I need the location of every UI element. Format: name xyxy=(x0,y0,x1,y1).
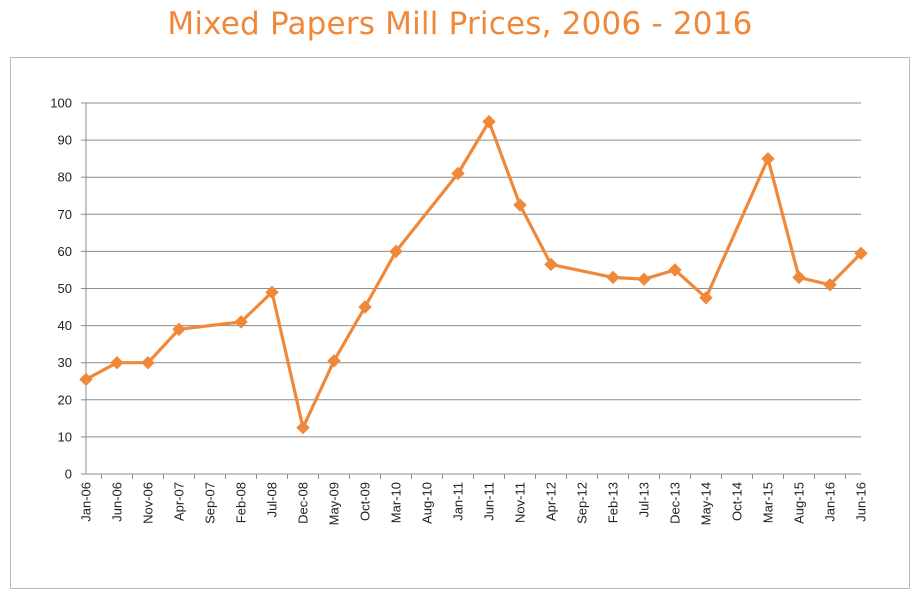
data-point-marker xyxy=(79,372,93,387)
chart-title: Mixed Papers Mill Prices, 2006 - 2016 xyxy=(167,6,753,42)
data-point-marker xyxy=(544,257,558,272)
x-tick-label: Jan-11 xyxy=(451,482,466,521)
x-tick-label: Jun-06 xyxy=(110,482,125,522)
y-tick-label: 30 xyxy=(58,355,72,370)
data-point-marker xyxy=(606,270,620,285)
chart-frame xyxy=(10,57,910,589)
data-point-marker xyxy=(234,315,248,329)
data-point-marker xyxy=(482,114,496,129)
data-point-marker xyxy=(451,166,465,181)
x-tick-label: Jul-08 xyxy=(265,482,280,517)
data-point-marker xyxy=(854,246,868,261)
y-tick-label: 50 xyxy=(58,281,72,296)
y-tick-label: 100 xyxy=(50,96,72,111)
x-tick-label: Sep-07 xyxy=(203,482,218,524)
y-tick-label: 0 xyxy=(65,467,72,482)
y-tick-label: 90 xyxy=(58,133,72,148)
data-point-marker xyxy=(296,420,310,435)
x-tick-label: Oct-09 xyxy=(358,482,373,521)
x-tick-label: Jan-16 xyxy=(823,482,838,522)
x-tick-label: May-09 xyxy=(327,482,342,525)
data-point-marker xyxy=(389,244,403,259)
x-tick-label: Mar-15 xyxy=(761,482,776,523)
data-point-marker xyxy=(792,270,806,285)
data-point-marker xyxy=(761,151,775,166)
y-tick-label: 80 xyxy=(58,170,72,185)
y-tick-label: 60 xyxy=(58,244,72,259)
y-tick-label: 10 xyxy=(58,429,72,444)
x-tick-label: Jun-16 xyxy=(854,482,869,522)
data-point-marker xyxy=(823,278,837,292)
x-tick-label: Mar-10 xyxy=(389,482,404,523)
x-tick-label: Oct-14 xyxy=(730,482,745,521)
x-tick-label: Feb-08 xyxy=(234,482,249,523)
data-point-marker xyxy=(327,354,341,368)
x-tick-label: Apr-07 xyxy=(172,482,187,521)
x-tick-label: Jul-13 xyxy=(637,482,652,517)
x-tick-label: Dec-13 xyxy=(668,482,683,524)
x-tick-label: Sep-12 xyxy=(575,482,590,524)
x-tick-label: Dec-08 xyxy=(296,482,311,524)
y-tick-label: 70 xyxy=(58,207,72,222)
data-point-marker xyxy=(668,263,682,277)
data-point-marker xyxy=(358,300,372,314)
data-point-marker xyxy=(699,291,713,305)
y-tick-label: 40 xyxy=(58,318,72,333)
x-tick-label: Apr-12 xyxy=(544,482,559,521)
x-tick-label: Nov-06 xyxy=(141,482,156,524)
x-tick-label: May-14 xyxy=(699,482,714,525)
x-tick-label: Jan-06 xyxy=(79,482,94,522)
data-point-marker xyxy=(172,322,186,337)
x-tick-label: Jun-11 xyxy=(482,482,497,521)
data-point-marker xyxy=(513,198,527,212)
x-tick-label: Aug-10 xyxy=(420,482,435,524)
series-line xyxy=(84,119,863,430)
x-tick-label: Feb-13 xyxy=(606,482,621,523)
data-point-marker xyxy=(141,355,155,370)
x-tick-label: Nov-11 xyxy=(513,482,528,523)
data-point-marker xyxy=(110,355,124,370)
data-point-marker xyxy=(637,272,651,286)
x-tick-label: Aug-15 xyxy=(792,482,807,524)
y-tick-label: 20 xyxy=(58,392,72,407)
data-point-marker xyxy=(265,285,279,299)
